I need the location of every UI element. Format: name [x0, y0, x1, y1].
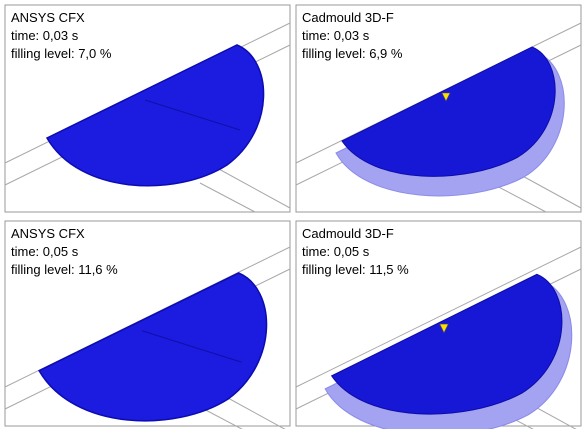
time-label: time: 0,03 s [302, 28, 370, 43]
panel: Cadmould 3D-F time: 0,03 s filling level… [296, 5, 581, 212]
software-label: ANSYS CFX [11, 10, 85, 25]
panel: Cadmould 3D-F time: 0,05 s filling level… [296, 221, 581, 429]
time-label: time: 0,05 s [302, 244, 370, 259]
software-label: ANSYS CFX [11, 226, 85, 241]
time-label: time: 0,05 s [11, 244, 79, 259]
filling-label: filling level: 6,9 % [302, 46, 403, 61]
filling-label: filling level: 11,6 % [11, 262, 118, 277]
filling-label: filling level: 7,0 % [11, 46, 112, 61]
figure: ANSYS CFX time: 0,03 s filling level: 7,… [0, 0, 582, 429]
software-label: Cadmould 3D-F [302, 226, 394, 241]
panel: ANSYS CFX time: 0,05 s filling level: 11… [5, 221, 290, 429]
filling-label: filling level: 11,5 % [302, 262, 409, 277]
time-label: time: 0,03 s [11, 28, 79, 43]
software-label: Cadmould 3D-F [302, 10, 394, 25]
panel: ANSYS CFX time: 0,03 s filling level: 7,… [5, 5, 290, 212]
